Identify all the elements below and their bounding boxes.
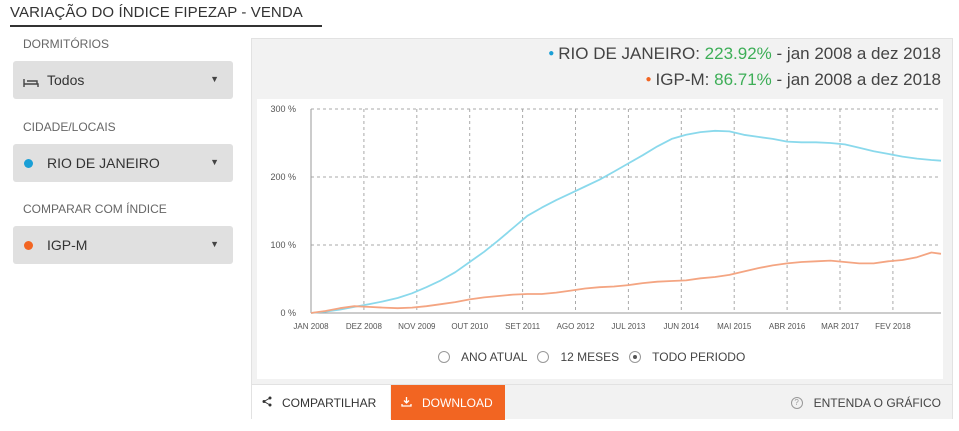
x-tick-label: MAR 2017 [821,322,859,331]
period-selector: ANO ATUAL 12 MESES TODO PERIODO [438,350,755,364]
y-tick-label: 300 % [270,104,296,114]
city-select-value: RIO DE JANEIRO [47,155,160,171]
x-tick-label: ABR 2016 [769,322,806,331]
x-tick-label: FEV 2018 [875,322,911,331]
period-option-label: TODO PERIODO [652,350,746,364]
bedrooms-select[interactable]: Todos ▼ [13,61,233,99]
y-tick-label: 200 % [270,172,296,182]
chevron-down-icon: ▼ [210,157,219,167]
city-select[interactable]: RIO DE JANEIRO ▼ [13,144,233,182]
x-tick-label: JAN 2008 [293,322,329,331]
x-tick-label: OUT 2010 [451,322,488,331]
series-line-igpm [310,251,942,314]
city-filter-label: CIDADE/LOCAIS [23,120,116,134]
summary-rio-name: RIO DE JANEIRO: [558,44,700,63]
period-option-all[interactable]: TODO PERIODO [629,350,745,364]
line-chart: 0 % 100 % 200 % 300 % JAN 2008 DEZ 2008 NOV 20… [270,104,942,331]
plot-area: 0 % 100 % 200 % 300 % JAN 2008 DEZ 2008 NOV 20… [257,99,943,379]
bedrooms-filter-label: DORMITÓRIOS [23,37,109,51]
radio-checked-icon [629,351,642,363]
compare-select-value: IGP-M [47,237,88,253]
help-icon: ? [790,396,803,409]
summary-rio-range: - jan 2008 a dez 2018 [776,44,941,63]
x-tick-label: NOV 2009 [398,322,436,331]
chart-panel: ● RIO DE JANEIRO: 223.92% - jan 2008 a de… [251,38,953,420]
compare-select[interactable]: IGP-M ▼ [13,226,233,264]
share-button-label: COMPARTILHAR [282,395,377,410]
download-button-label: DOWNLOAD [422,395,493,410]
period-option-current-year[interactable]: ANO ATUAL [438,350,527,364]
summary-igpm-name: IGP-M: [655,70,710,89]
radio-icon [537,351,550,363]
download-icon [401,396,412,410]
explain-chart-button[interactable]: ? ENTENDA O GRÁFICO [790,385,941,420]
compare-filter-label: COMPARAR COM ÍNDICE [23,202,167,216]
bedrooms-select-value: Todos [47,72,85,88]
period-option-label: 12 MESES [560,350,620,364]
period-option-12-months[interactable]: 12 MESES [537,350,619,364]
x-tick-label: JUN 2014 [664,322,700,331]
bed-icon [23,75,39,87]
chevron-down-icon: ▼ [210,239,219,249]
summary-rio: ● RIO DE JANEIRO: 223.92% - jan 2008 a de… [548,44,941,64]
summary-igpm: ● IGP-M: 86.71% - jan 2008 a dez 2018 [646,70,942,90]
x-tick-label: AGO 2012 [557,322,595,331]
share-icon [262,396,272,410]
download-button[interactable]: DOWNLOAD [391,385,505,420]
summary-igpm-range: - jan 2008 a dez 2018 [776,70,941,89]
city-color-dot [24,158,33,168]
series-dot-icon: ● [548,48,555,59]
radio-icon [438,351,450,363]
summary-rio-pct: 223.92% [704,44,772,63]
x-tick-label: MAI 2015 [717,322,752,331]
x-tick-label: DEZ 2008 [346,322,383,331]
x-tick-label: SET 2011 [505,322,540,331]
compare-color-dot [24,240,33,250]
page-title: VARIAÇÃO DO ÍNDICE FIPEZAP - VENDA [10,4,322,27]
y-tick-label: 100 % [270,240,296,250]
share-button[interactable]: COMPARTILHAR [252,385,390,420]
period-option-label: ANO ATUAL [461,350,528,364]
chevron-down-icon: ▼ [210,74,219,84]
x-tick-label: JUL 2013 [611,322,646,331]
series-dot-icon: ● [645,74,652,85]
y-tick-label: 0 % [280,308,296,318]
series-line-rio [310,129,942,314]
summary-igpm-pct: 86.71% [714,70,772,89]
action-bar: COMPARTILHAR DOWNLOAD ? ENTENDA O GRÁFIC… [252,384,952,420]
explain-chart-label: ENTENDA O GRÁFICO [813,395,941,410]
